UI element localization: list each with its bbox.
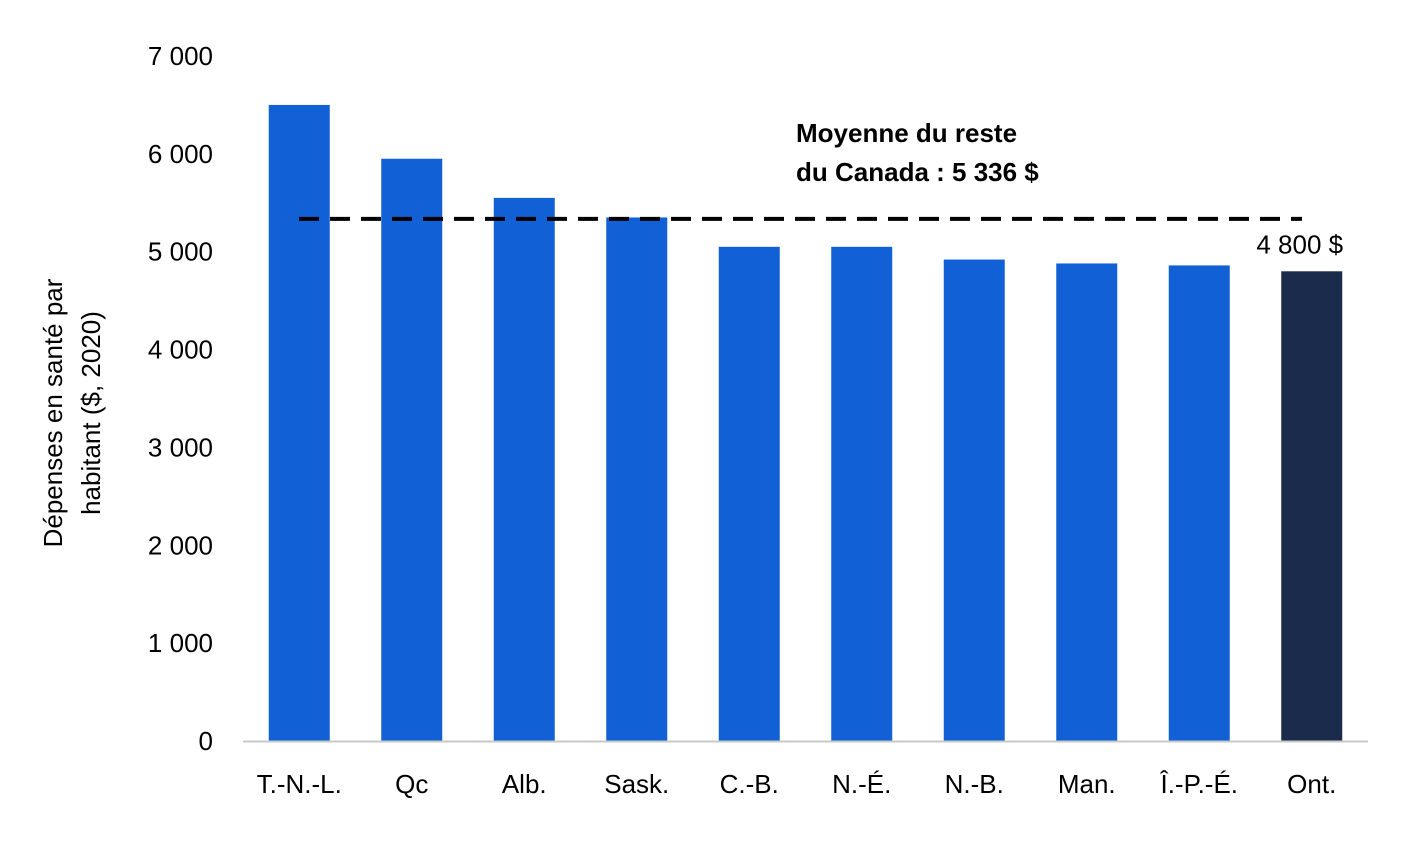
x-axis-categories: T.-N.-L. Qc Alb. Sask. C.-B. N.-É. N.-B. Man. Î.… <box>257 769 1337 799</box>
bar <box>718 246 780 742</box>
bar <box>381 158 443 741</box>
x-tick-label: Qc <box>395 769 428 799</box>
x-tick-label: Alb. <box>502 769 547 799</box>
bar <box>606 217 668 741</box>
x-tick-label: T.-N.-L. <box>257 769 342 799</box>
bar <box>1168 265 1230 741</box>
x-tick-label: C.-B. <box>720 769 779 799</box>
y-tick-label: 7 000 <box>148 41 213 71</box>
average-label-line-1: Moyenne du reste <box>796 118 1017 148</box>
y-tick-label: 0 <box>199 726 213 756</box>
x-tick-label: N.-É. <box>832 769 891 799</box>
bar <box>1281 271 1343 741</box>
bar <box>831 246 893 742</box>
x-tick-label: N.-B. <box>945 769 1004 799</box>
y-tick-label: 3 000 <box>148 432 213 462</box>
average-annotation: Moyenne du reste du Canada : 5 336 $ <box>796 118 1039 187</box>
y-axis-label-line-1: Dépenses en santé par <box>38 278 68 547</box>
bar <box>943 259 1005 741</box>
bar <box>493 197 555 742</box>
x-tick-label: Man. <box>1058 769 1116 799</box>
bars <box>268 104 1343 742</box>
y-axis-label: Dépenses en santé par habitant ($, 2020) <box>38 278 106 547</box>
y-tick-label: 1 000 <box>148 628 213 658</box>
y-axis-label-line-2: habitant ($, 2020) <box>76 311 106 515</box>
x-tick-label: Sask. <box>604 769 669 799</box>
y-axis-ticks: 0 1 000 2 000 3 000 4 000 5 000 6 000 7 000 <box>148 41 213 756</box>
y-tick-label: 2 000 <box>148 530 213 560</box>
x-tick-label: Ont. <box>1287 769 1336 799</box>
data-label: 4 800 $ <box>1256 229 1343 259</box>
bar <box>1056 263 1118 741</box>
data-labels: 4 800 $ <box>1256 229 1343 259</box>
y-tick-label: 6 000 <box>148 139 213 169</box>
average-label-line-2: du Canada : 5 336 $ <box>796 157 1039 187</box>
x-tick-label: Î.-P.-É. <box>1159 769 1238 799</box>
y-tick-label: 4 000 <box>148 335 213 365</box>
bar <box>268 104 330 741</box>
y-tick-label: 5 000 <box>148 237 213 267</box>
